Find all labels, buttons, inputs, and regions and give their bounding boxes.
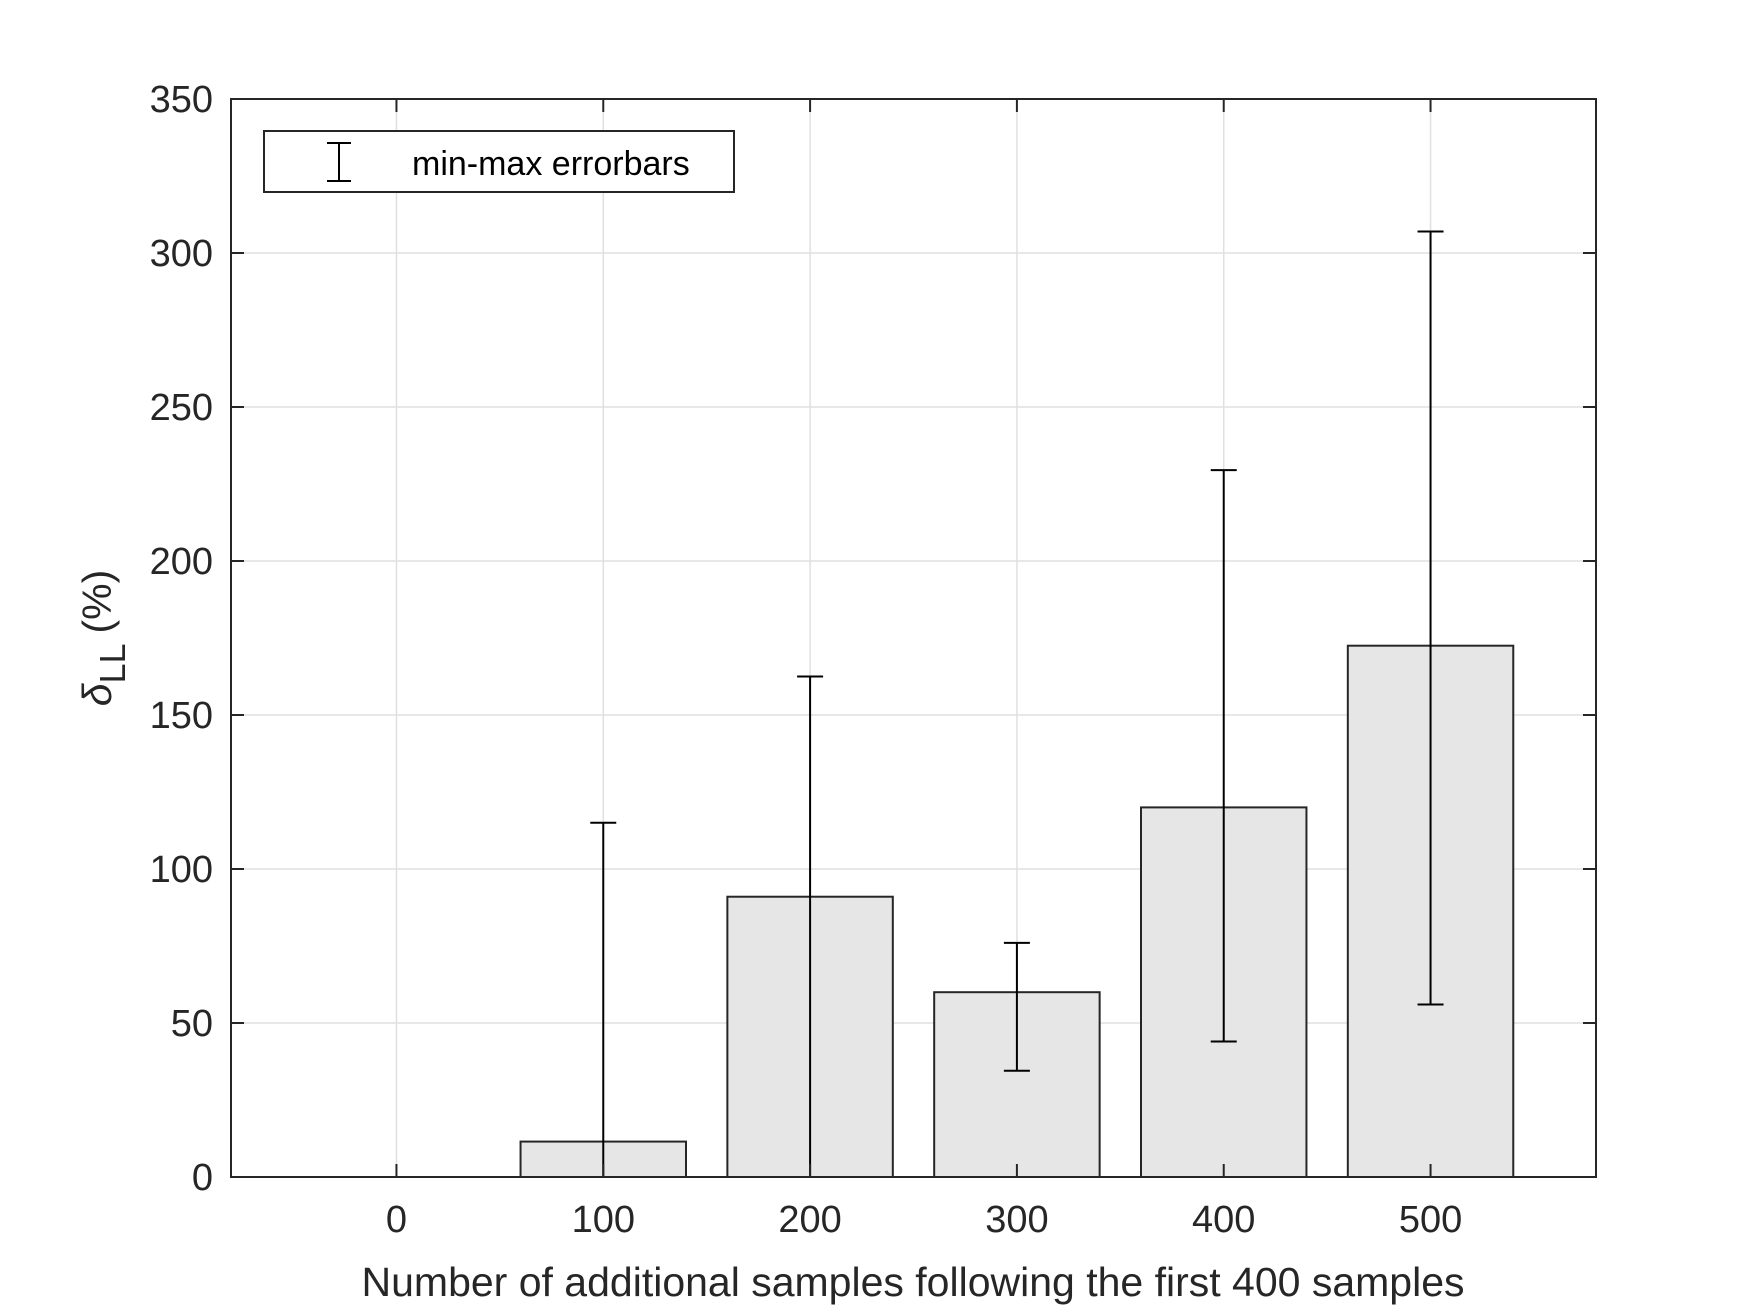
x-tick-label: 200	[778, 1199, 841, 1241]
y-tick-label: 250	[150, 387, 213, 429]
x-tick-label: 100	[572, 1199, 635, 1241]
legend-label: min-max errorbars	[412, 145, 690, 183]
svg-text:δLL(%): δLL (%)	[74, 570, 133, 707]
y-tick-labels: 0 50 100 150 200 250 300 350	[150, 79, 213, 1199]
x-tick-label: 0	[386, 1199, 407, 1241]
y-axis-label: δLL (%)	[74, 570, 133, 707]
y-axis-label-unit: (%)	[74, 570, 120, 634]
y-axis-label-subscript: LL	[92, 643, 133, 683]
ticks	[231, 98, 1596, 1178]
legend: min-max errorbars	[263, 130, 735, 193]
x-tick-label: 500	[1399, 1199, 1462, 1241]
y-tick-label: 100	[150, 849, 213, 891]
x-tick-label: 400	[1192, 1199, 1255, 1241]
y-tick-label: 0	[192, 1157, 213, 1199]
axes-box	[230, 98, 1597, 1178]
y-tick-label: 350	[150, 79, 213, 121]
y-tick-label: 200	[150, 541, 213, 583]
legend-errorbar-icon	[327, 142, 351, 182]
y-axis-label-symbol: δ	[74, 682, 120, 706]
y-tick-label: 150	[150, 695, 213, 737]
y-tick-label: 50	[171, 1003, 213, 1045]
y-tick-label: 300	[150, 233, 213, 275]
x-axis-label: Number of additional samples following t…	[362, 1259, 1465, 1305]
x-tick-label: 300	[985, 1199, 1048, 1241]
x-tick-labels: 0 100 200 300 400 500	[386, 1199, 1462, 1241]
